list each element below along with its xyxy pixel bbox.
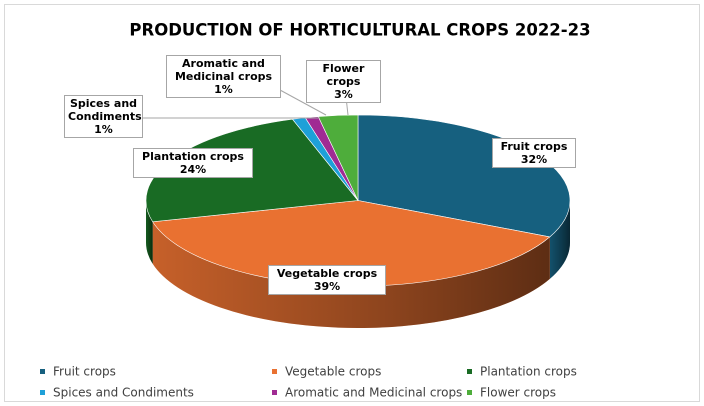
legend-marker [40, 390, 45, 395]
chart-title: PRODUCTION OF HORTICULTURAL CROPS 2022-2… [129, 21, 590, 40]
legend-label: Fruit crops [53, 365, 116, 379]
legend-label: Aromatic and Medicinal crops [285, 386, 462, 400]
legend-label: Spices and Condiments [53, 386, 194, 400]
data-label: Plantation crops 24% [133, 148, 253, 178]
legend-marker [467, 369, 472, 374]
data-label-value: 32% [520, 153, 548, 166]
data-label: Flower crops 3% [306, 60, 381, 103]
data-label-name: Flower crops [322, 62, 365, 88]
slice [317, 114, 359, 201]
legend-marker [467, 390, 472, 395]
data-label-name: Plantation crops [142, 150, 244, 163]
data-label: Vegetable crops 39% [268, 265, 386, 295]
data-label-name: Aromatic and Medicinal crops [174, 57, 273, 83]
legend-label: Plantation crops [480, 365, 577, 379]
data-label-name: Vegetable crops [276, 267, 378, 280]
slice-side-shade [549, 200, 570, 279]
data-label-value: 39% [313, 280, 341, 293]
data-label-value: 24% [179, 163, 207, 176]
legend-marker [272, 390, 277, 395]
legend-label: Flower crops [480, 386, 556, 400]
legend-marker [40, 369, 45, 374]
data-label-name: Spices and Condiments [68, 97, 142, 123]
data-label-name: Fruit crops [500, 140, 568, 153]
data-label-value: 1% [94, 123, 113, 136]
data-label: Spices and Condiments 1% [64, 95, 143, 138]
slice-side-shade [146, 200, 153, 264]
data-label: Aromatic and Medicinal crops 1% [166, 55, 281, 98]
legend-label: Vegetable crops [285, 365, 381, 379]
leader-line [279, 89, 327, 116]
slice-side-shade [152, 221, 550, 328]
legend-marker [272, 369, 277, 374]
data-label: Fruit crops 32% [492, 138, 576, 168]
legend: Fruit crops Vegetable crops Plantation cro… [40, 365, 577, 400]
data-label-value: 1% [214, 83, 233, 96]
data-label-value: 3% [334, 88, 353, 101]
